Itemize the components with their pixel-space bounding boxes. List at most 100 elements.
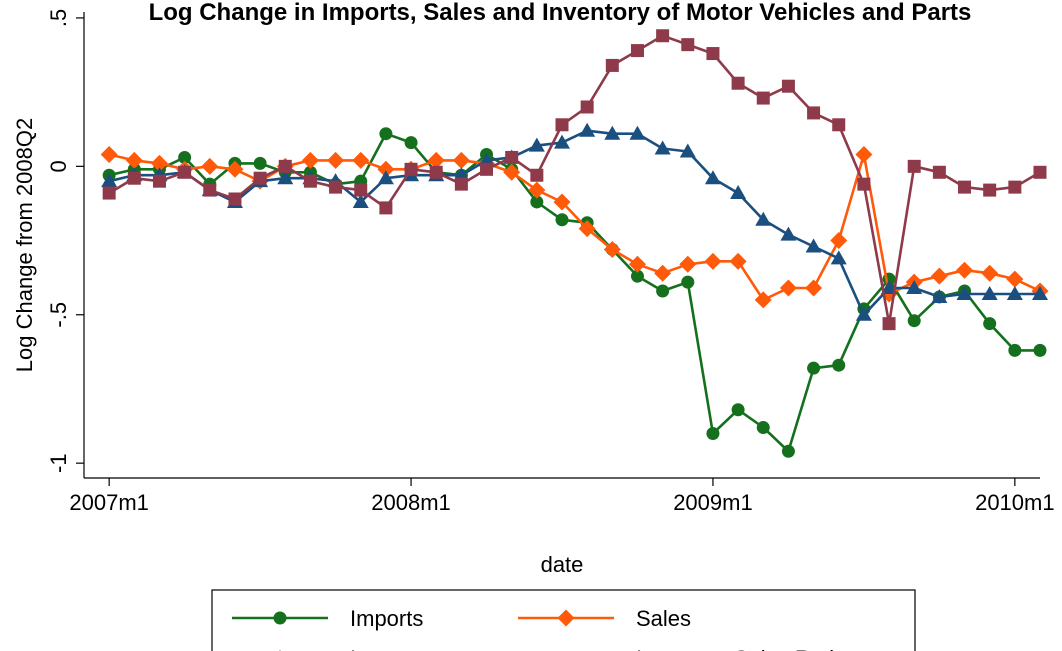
sales-point [830,232,848,250]
inventory-point [730,185,747,200]
legend-label: Inventory-Sales Ratio [636,646,846,651]
inventory-sales-ratio-point [454,177,468,191]
imports-line [108,132,1040,453]
legend-item-imports: Imports [232,606,423,631]
inventory-sales-ratio-point [1008,180,1022,194]
inventory-sales-ratio-point [354,183,368,197]
sales-point [125,151,143,169]
inventory-point [579,122,596,137]
inventory-sales-ratio-point [832,118,846,132]
sales-point [553,193,571,211]
inventory-sales-ratio-point [203,183,217,197]
legend-item-sales: Sales [518,606,691,631]
imports-point [706,426,720,440]
inventory-point [805,238,822,253]
inventory-sales-ratio-point [329,180,343,194]
sales-point [628,255,646,273]
inventory-sales-ratio-point [605,58,619,72]
inventory-point [679,143,696,158]
sales-point [503,163,521,181]
imports-point [178,150,192,164]
inventory-point [906,280,923,295]
imports-point [731,403,745,417]
sales-point [150,154,168,172]
legend: Imports Sales Inventory Inventory-Sales Rat… [211,589,916,651]
legend-swatch-marker [557,609,575,627]
sales-point [956,261,974,279]
inventory-sales-ratio-point [228,192,242,206]
imports-point [807,361,821,375]
sales-point [100,145,118,163]
inventory-sales-ratio-point [102,186,116,200]
inventory-point [931,288,948,303]
inventory-sales-ratio-point [1033,165,1047,179]
legend-label: Imports [350,606,423,631]
inventory-sales-ratio-point [706,47,720,61]
chart-title: Log Change in Imports, Sales and Invento… [149,0,972,26]
inventory-point [654,140,671,155]
sales-point [226,160,244,178]
legend-item-inventory-sales-ratio: Inventory-Sales Ratio [636,646,846,651]
imports-point [781,444,795,458]
sales-point [201,157,219,175]
imports-point [404,136,418,150]
sales-point [528,181,546,199]
inventory-sales-ratio-point [630,44,644,58]
y-tick-label: 0 [46,160,71,172]
imports-point [983,317,997,331]
inventory-point [981,285,998,300]
inventory-sales-ratio-point [731,76,745,90]
x-tick-label: 2010m1 [975,490,1055,515]
imports-point [656,284,670,298]
inventory-point [528,137,545,152]
sales-point [981,264,999,282]
inventory-sales-ratio-point [983,183,997,197]
inventory-line [108,129,1040,317]
sales-point [704,252,722,270]
inventory-sales-ratio-point [429,165,443,179]
inventory-sales-ratio-point [656,29,670,43]
x-tick-label: 2007m1 [69,490,149,515]
imports-point [530,195,544,209]
inventory-sales-ratio-point [756,91,770,105]
series-imports [102,127,1047,458]
inventory-sales-ratio-point [278,159,292,173]
inventory-sales-ratio-point [505,150,519,164]
sales-point [1006,270,1024,288]
inventory-sales-ratio-point [555,118,569,132]
inventory-sales-ratio-point [253,171,267,185]
inventory-sales-ratio-point [480,162,494,176]
imports-point [379,127,393,141]
inventory-point [956,285,973,300]
sales-point [855,145,873,163]
imports-point [630,269,644,283]
inventory-sales-ratio-point [807,106,821,120]
x-tick-label: 2009m1 [673,490,753,515]
sales-point [679,255,697,273]
x-axis-title: date [541,552,584,577]
sales-point [779,279,797,297]
inventory-point [352,193,369,208]
inventory-sales-ratio-point [152,174,166,188]
inventory-sales-ratio-point [303,174,317,188]
sales-point [301,151,319,169]
sales-point [805,279,823,297]
inventory-point [881,280,898,295]
sales-point [578,220,596,238]
y-tick-label: .5 [46,9,71,27]
imports-point [681,275,695,289]
legend-label: Inventory [350,646,441,651]
imports-point [756,421,770,435]
sales-point [327,151,345,169]
inventory-sales-ratio-point [932,165,946,179]
sales-point [654,264,672,282]
inventory-point [704,170,721,185]
legend-swatch-marker [273,611,287,625]
plot-area [83,12,1040,479]
inventory-sales-ratio-point [857,177,871,191]
sales-point [729,252,747,270]
inventory-point [1032,285,1048,300]
inventory-sales-ratio-point [404,162,418,176]
inventory-sales-ratio-point [127,171,141,185]
